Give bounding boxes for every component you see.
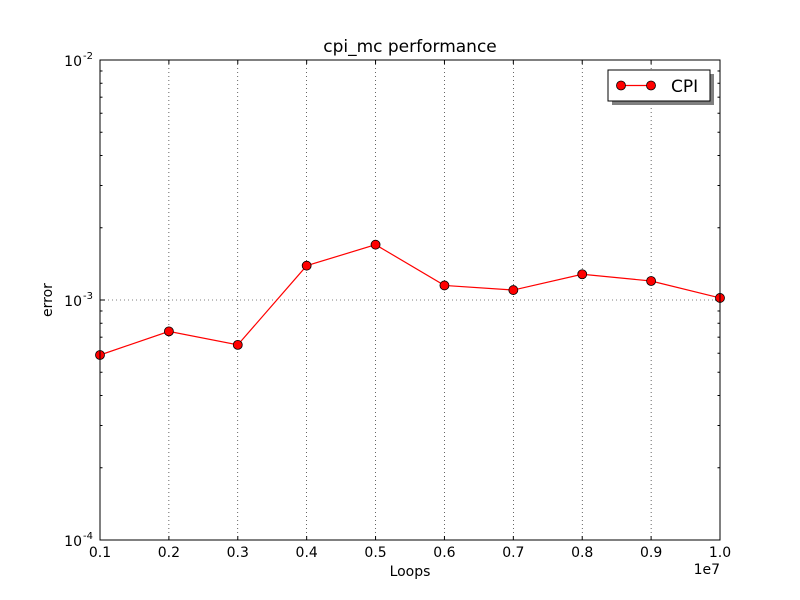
y-axis-label: error	[40, 283, 56, 317]
plot-frame	[99, 59, 721, 541]
y-tick-label: 10	[64, 534, 82, 550]
legend: CPI	[607, 69, 714, 105]
y-tick-exponent: -4	[83, 531, 93, 542]
legend-marker	[616, 80, 626, 91]
x-tick-label: 1.0	[709, 545, 731, 561]
x-tick-label: 0.7	[502, 545, 524, 561]
x-tick-label: 0.9	[640, 545, 662, 561]
y-tick-exponent: -3	[83, 291, 93, 302]
y-tick-label: 10	[64, 54, 82, 70]
x-tick-label: 0.3	[227, 545, 249, 561]
y-tick-label: 10	[64, 294, 82, 310]
series-layer	[95, 239, 725, 360]
x-tick-label: 0.5	[364, 545, 386, 561]
series-line-cpi	[99, 244, 721, 356]
data-point	[301, 260, 312, 271]
x-tick-label: 0.2	[158, 545, 180, 561]
x-tick-label: 0.8	[571, 545, 593, 561]
x-tick-label: 0.6	[433, 545, 455, 561]
data-point	[163, 326, 174, 337]
data-point	[439, 280, 450, 291]
legend-label-cpi: CPI	[671, 77, 698, 97]
data-point	[577, 269, 588, 280]
data-point	[370, 239, 381, 250]
grid	[100, 60, 720, 540]
data-point	[646, 276, 657, 286]
x-offset-label: 1e7	[694, 562, 720, 578]
legend-marker	[646, 80, 656, 91]
tick-labels: 0.1 0.2 0.3 0.4 0.5 0.6 0.7 0.8 0.9 1.010-410-310…	[64, 51, 731, 561]
y-tick-exponent: -2	[83, 51, 93, 62]
chart-title: cpi_mc performance	[323, 37, 497, 57]
data-point	[232, 340, 243, 350]
data-point	[508, 285, 519, 295]
x-tick-label: 0.4	[296, 545, 318, 561]
x-axis-label: Loops	[390, 564, 431, 580]
x-tick-label: 0.1	[89, 545, 111, 561]
